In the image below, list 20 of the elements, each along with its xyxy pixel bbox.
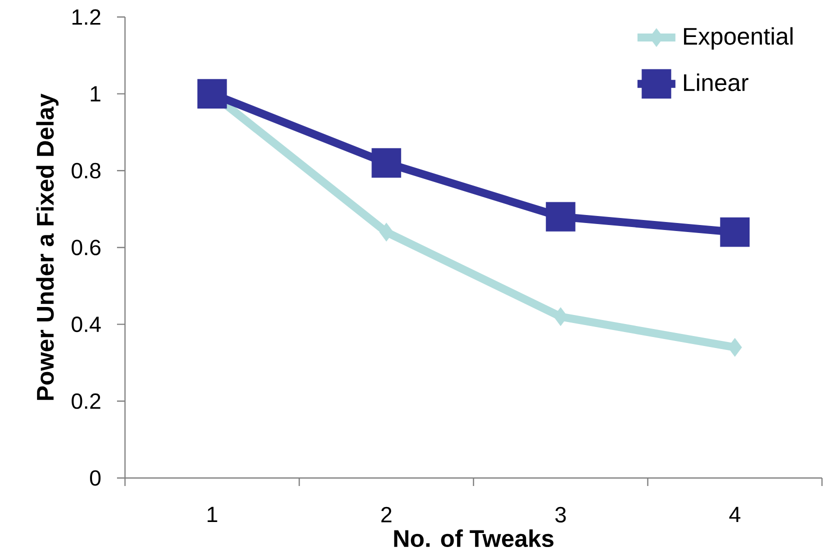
point (546, 202, 576, 232)
x-tick-label: 4 (729, 506, 740, 522)
y-tick-label: 0.2 (72, 393, 100, 409)
y-tick-label: 0.4 (72, 316, 101, 332)
legend-label: Expoential (684, 27, 793, 50)
point (197, 79, 227, 109)
point (379, 222, 394, 242)
x-tick-label: 3 (555, 506, 566, 522)
legend-label: Linear (684, 74, 748, 92)
x-tick-label: 2 (381, 506, 392, 522)
x-tick-label: 1 (208, 506, 218, 522)
y-axis-title: Power Under a Fixed Delay (36, 94, 59, 400)
x-axis-title: No. of Tweaks (394, 529, 554, 548)
y-tick-label: 0.8 (72, 162, 100, 178)
y-tick-label: 0.6 (72, 240, 100, 256)
point (720, 217, 750, 247)
y-tick-label: 1 (90, 86, 100, 102)
point (372, 148, 402, 178)
y-tick-label: 0 (90, 470, 101, 486)
y-tick-label: 1.2 (72, 9, 100, 25)
